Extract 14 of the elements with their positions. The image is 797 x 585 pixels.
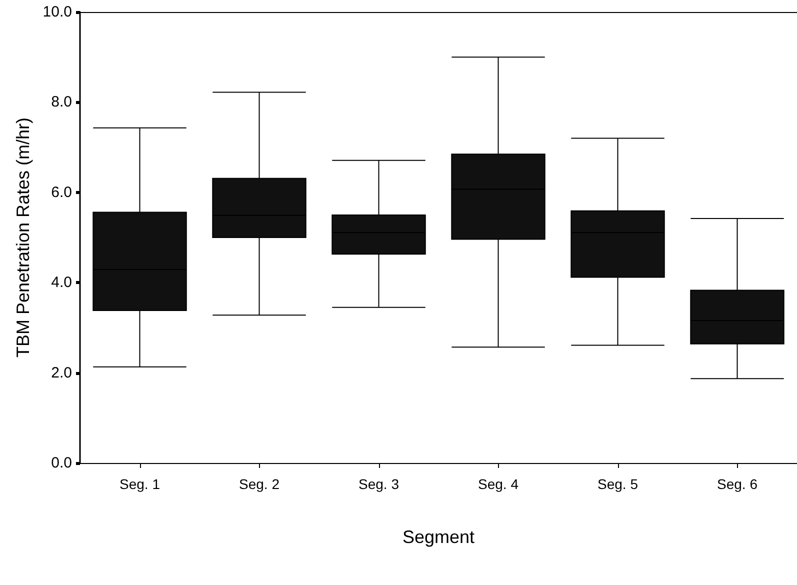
x-axis-title: Segment (402, 527, 475, 547)
x-tick-label: Seg. 6 (717, 476, 758, 492)
y-tick-label: 10.0 (42, 4, 72, 20)
x-tick-label: Seg. 5 (598, 476, 638, 492)
x-tick-label: Seg. 1 (120, 476, 160, 492)
x-tick-label: Seg. 3 (358, 476, 400, 492)
x-tick-label: Seg. 2 (239, 476, 280, 492)
y-tick-label: 8.0 (51, 94, 72, 111)
y-axis-title: TBM Penetration Rates (m/hr) (12, 117, 33, 358)
y-tick-label: 0.0 (51, 454, 72, 472)
x-tick-label: Seg. 4 (478, 476, 519, 492)
y-tick-label: 2.0 (51, 364, 72, 382)
y-tick-label: 4.0 (51, 274, 72, 292)
y-tick-label: 6.0 (51, 184, 72, 201)
